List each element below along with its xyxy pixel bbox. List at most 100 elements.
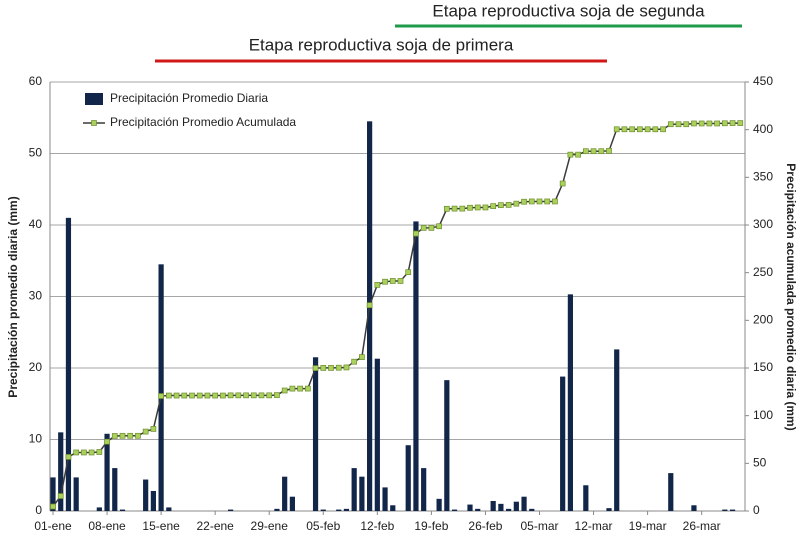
x-tick-label: 12-mar xyxy=(575,519,613,533)
marker xyxy=(536,198,543,205)
marker xyxy=(482,204,489,211)
marker xyxy=(428,225,435,231)
bar xyxy=(475,508,481,511)
bar xyxy=(498,503,504,511)
y2-tick-label: 150 xyxy=(753,360,773,374)
marker xyxy=(204,392,211,399)
y2-tick-label: 200 xyxy=(753,313,773,327)
bar xyxy=(436,498,442,511)
y2-tick-label: 400 xyxy=(753,122,773,136)
marker xyxy=(274,392,280,398)
marker xyxy=(335,364,342,371)
marker xyxy=(559,180,566,187)
bar xyxy=(382,487,388,511)
marker xyxy=(613,126,620,133)
marker xyxy=(667,121,674,128)
bar xyxy=(413,221,419,512)
bar xyxy=(96,507,102,511)
y2-tick-label: 250 xyxy=(753,265,773,279)
bar xyxy=(567,294,573,511)
marker xyxy=(343,364,350,371)
marker xyxy=(96,449,103,455)
x-tick-label: 12-feb xyxy=(360,519,394,533)
marker xyxy=(629,126,636,133)
marker xyxy=(266,392,273,399)
legend-label: Precipitación Promedio Acumulada xyxy=(110,115,296,129)
marker xyxy=(714,120,720,127)
marker xyxy=(637,126,643,133)
y-axis-label: Precipitación promedio diaria (mm) xyxy=(6,196,20,397)
marker xyxy=(289,385,296,392)
bar xyxy=(444,380,450,511)
bar xyxy=(729,509,736,511)
bar xyxy=(112,468,118,511)
bar xyxy=(668,473,674,511)
marker xyxy=(65,454,72,460)
marker xyxy=(644,126,651,133)
bar xyxy=(490,500,496,511)
bar xyxy=(104,433,110,511)
y2-tick-label: 50 xyxy=(753,456,767,470)
bar xyxy=(583,485,589,511)
x-tick-label: 01-ene xyxy=(34,519,72,533)
marker xyxy=(88,449,95,456)
bar xyxy=(359,476,365,511)
bar xyxy=(282,476,288,511)
marker xyxy=(544,198,551,205)
y-tick-label: 60 xyxy=(29,74,43,88)
y-tick-label: 10 xyxy=(29,432,43,446)
marker xyxy=(250,392,257,399)
phase-label: Etapa reproductiva soja de segunda xyxy=(432,1,705,20)
marker xyxy=(220,392,226,399)
marker xyxy=(521,198,527,205)
bar xyxy=(58,432,64,511)
bar xyxy=(320,509,326,511)
bar xyxy=(390,505,396,511)
y2-tick-label: 300 xyxy=(753,217,773,231)
marker xyxy=(304,385,311,392)
x-tick-label: 08-ene xyxy=(88,519,126,533)
y2-tick-label: 0 xyxy=(753,503,760,517)
y-tick-label: 30 xyxy=(29,289,43,303)
marker xyxy=(389,278,396,284)
marker xyxy=(165,392,172,399)
marker xyxy=(652,126,659,133)
marker xyxy=(660,126,666,133)
marker xyxy=(606,147,612,154)
y2-axis-label: Precipitación acumulada promedio diaria … xyxy=(784,163,798,430)
marker xyxy=(320,365,327,371)
marker xyxy=(81,449,87,456)
marker xyxy=(420,225,427,231)
marker xyxy=(567,151,574,158)
marker xyxy=(436,223,442,230)
marker xyxy=(675,121,682,128)
bar xyxy=(451,509,458,511)
bar xyxy=(367,121,373,511)
bar xyxy=(158,264,164,511)
marker xyxy=(498,202,504,209)
bar xyxy=(50,477,56,511)
marker xyxy=(243,392,249,399)
bar xyxy=(150,490,156,511)
bar xyxy=(467,504,473,511)
marker xyxy=(181,392,188,399)
marker xyxy=(57,493,64,499)
marker xyxy=(513,200,520,207)
bar xyxy=(343,508,350,511)
legend-label: Precipitación Promedio Diaria xyxy=(110,91,268,105)
marker xyxy=(111,433,118,439)
x-tick-label: 05-mar xyxy=(520,519,558,533)
marker xyxy=(351,358,358,365)
marker xyxy=(405,269,412,276)
x-tick-label: 26-feb xyxy=(468,519,502,533)
y-tick-label: 40 xyxy=(29,217,43,231)
line xyxy=(52,122,741,507)
x-tick-label: 22-ene xyxy=(196,519,234,533)
y-tick-label: 50 xyxy=(29,146,43,160)
bar xyxy=(351,468,357,511)
marker xyxy=(467,204,473,211)
marker xyxy=(150,426,157,432)
marker xyxy=(706,120,713,127)
marker xyxy=(359,354,365,360)
